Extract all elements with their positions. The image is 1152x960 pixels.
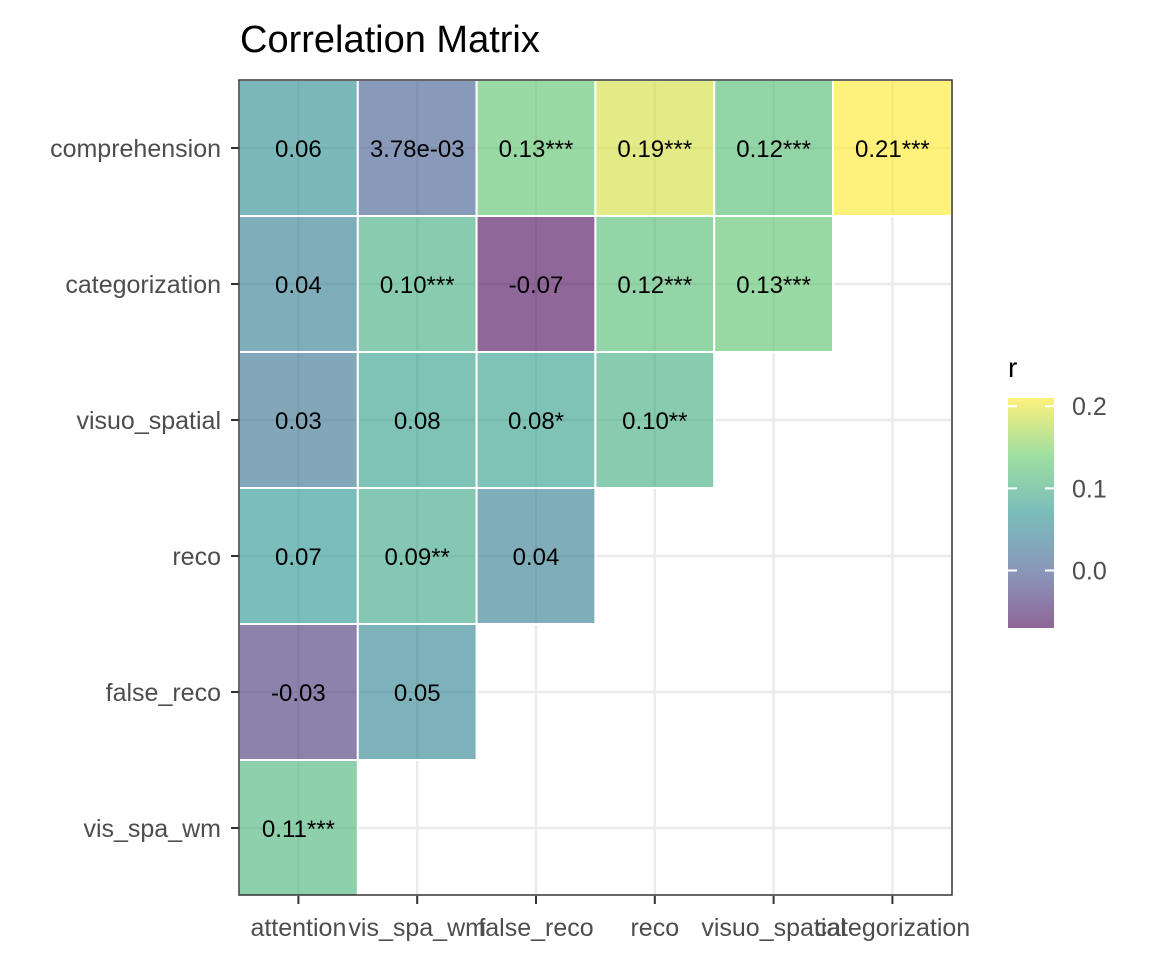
heatmap-cell (238, 351, 359, 489)
cell-value-label: 0.08* (508, 408, 564, 435)
y-tick-label: false_reco (106, 679, 221, 707)
legend-tick-label: 0.0 (1072, 558, 1107, 586)
cell-value-label: 0.13*** (736, 272, 811, 299)
heatmap-cell (238, 215, 359, 353)
x-tick-label: attention (250, 914, 346, 942)
y-tick-label: comprehension (50, 135, 221, 163)
heatmap-cell (475, 487, 597, 625)
cell-value-label: 0.13*** (499, 136, 574, 163)
cell-value-label: 0.04 (275, 272, 322, 299)
chart-title: Correlation Matrix (240, 19, 540, 61)
heatmap-cell (238, 487, 359, 625)
heatmap-cell (238, 79, 359, 217)
cell-value-label: 0.19*** (617, 136, 692, 163)
panel-border (238, 79, 953, 896)
cell-value-label: -0.07 (509, 272, 564, 299)
cell-value-label: 0.12*** (736, 136, 811, 163)
legend-ticks: 0.2 0.1 0.0 (1008, 393, 1107, 586)
cell-value-label: 0.12*** (617, 272, 692, 299)
x-tick-label: vis_spa_wm (348, 914, 486, 942)
y-tick-label: categorization (65, 271, 221, 299)
heatmap-cell (832, 79, 953, 217)
heatmap-cell-labels: 0.06 3.78e-03 0.13*** 0.19*** 0.12*** 0.21***… (262, 136, 930, 843)
x-tick-label: categorization (815, 914, 971, 942)
heatmap-cell (475, 215, 597, 353)
legend-tick-label: 0.2 (1072, 393, 1107, 421)
y-tick-label: visuo_spatial (76, 407, 221, 435)
color-legend: r 0.2 0.1 0.0 (1008, 352, 1107, 628)
y-tick-label: vis_spa_wm (83, 815, 221, 843)
cell-value-label: -0.03 (271, 680, 326, 707)
heatmap-cell (594, 215, 716, 353)
cell-value-label: 0.21*** (855, 136, 930, 163)
cell-value-label: 0.10*** (380, 272, 455, 299)
cell-value-label: 3.78e-03 (370, 136, 465, 163)
cell-value-label: 0.03 (275, 408, 322, 435)
cell-value-label: 0.07 (275, 544, 322, 571)
legend-title: r (1008, 352, 1017, 383)
cell-value-label: 0.09** (385, 544, 450, 571)
x-tick-label: visuo_spatial (701, 914, 846, 942)
heatmap-cell (356, 623, 478, 761)
x-tick-label: reco (630, 914, 679, 942)
legend-colorbar (1008, 398, 1054, 628)
cell-value-label: 0.08 (394, 408, 441, 435)
cell-value-label: 0.11*** (262, 816, 335, 843)
heatmap-cell (356, 487, 478, 625)
heatmap-cell (713, 215, 835, 353)
y-tick-label: reco (172, 543, 221, 571)
heatmap-cell (594, 351, 716, 489)
cell-value-label: 0.05 (394, 680, 441, 707)
legend-tick-label: 0.1 (1072, 475, 1107, 503)
cell-value-label: 0.10** (622, 408, 687, 435)
cell-value-label: 0.04 (513, 544, 560, 571)
x-tick-label: false_reco (478, 914, 593, 942)
y-axis: comprehension categorization visuo_spatial… (50, 135, 239, 843)
cell-value-label: 0.06 (275, 136, 322, 163)
heatmap-cells (238, 79, 953, 897)
